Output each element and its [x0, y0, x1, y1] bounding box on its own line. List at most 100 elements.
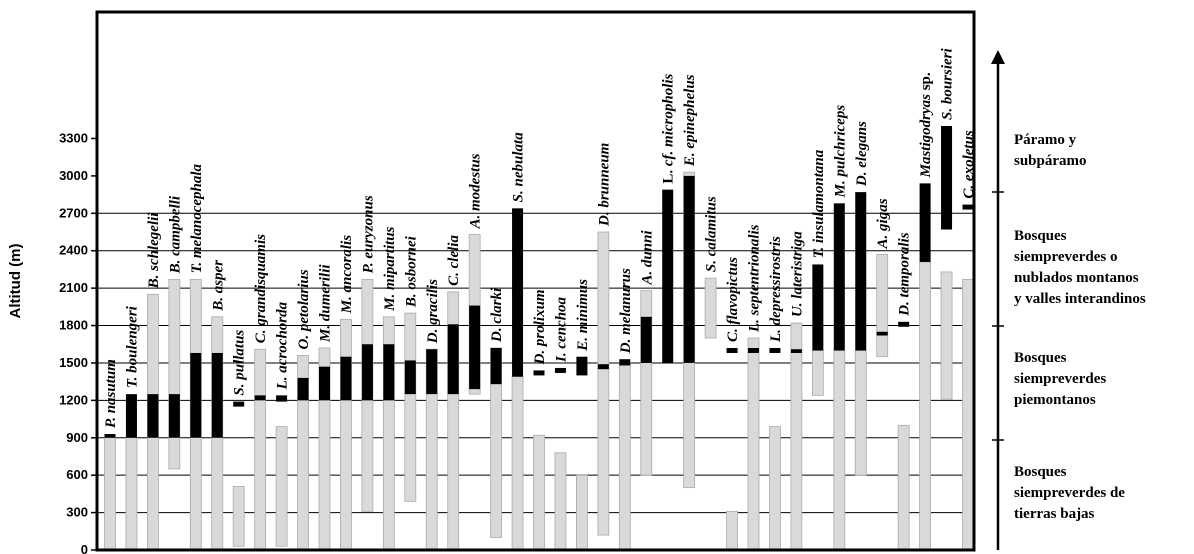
bar-black — [147, 394, 159, 438]
bar-grey — [104, 437, 116, 551]
species-label-name: C. grandisquamis — [253, 234, 269, 343]
bar-grey — [876, 254, 889, 358]
species-label-name: C. exoletus — [961, 130, 977, 198]
bar-grey — [576, 474, 588, 551]
bar-grey — [769, 426, 781, 551]
species-label: L. depressirostris — [768, 236, 784, 343]
species-label-name: T. insulamontana — [811, 149, 827, 258]
bar-black — [790, 349, 802, 353]
zone-label-line: siempreverdes — [1014, 371, 1106, 387]
y-axis-label: Altitud (m) — [7, 244, 24, 319]
species-label: B. osbornei — [403, 235, 419, 308]
bar-black — [769, 347, 781, 353]
bar-grey — [747, 337, 760, 551]
bar-grey — [533, 434, 545, 551]
species-label: M. mipartitus — [382, 226, 398, 311]
y-tick-label: 1200 — [59, 392, 88, 407]
species-label-name: D. gracilis — [425, 279, 441, 344]
species-label: D. melanurus — [618, 268, 634, 354]
species-label-name: M. mipartitus — [382, 226, 398, 311]
y-ticks: 0 300 600 900 1200 1500 1800 2100 2400 2700 3000 33… — [59, 130, 97, 554]
bars — [104, 126, 974, 551]
species-label: L. septentrionalis — [747, 224, 763, 333]
bar-black — [190, 352, 202, 438]
species-label: U. lateristriga — [789, 231, 805, 317]
species-label: S. pullatus — [232, 330, 248, 396]
species-label: S. calamitus — [704, 196, 720, 272]
species-label: T. melanocephala — [189, 163, 205, 273]
species-label-name: T. boulengeri — [124, 305, 140, 388]
bar-grey — [340, 318, 352, 551]
species-label: C. flavopictus — [725, 257, 741, 342]
species-label-name: S. calamitus — [704, 196, 720, 272]
species-label-name: cf. micropholis — [661, 73, 677, 166]
bar-grey — [618, 362, 631, 551]
bar-black — [876, 331, 888, 336]
y-tick-label: 900 — [66, 430, 88, 445]
y-tick-label: 2100 — [59, 280, 88, 295]
species-label-name: D. clarki — [489, 287, 505, 343]
species-label: L. acrochorda — [275, 301, 291, 390]
bar-black — [533, 370, 545, 376]
species-label-name: S. pullatus — [232, 330, 248, 396]
species-label: P. nasutum — [103, 359, 119, 428]
zone-label-line: Bosques — [1014, 350, 1067, 366]
bar-grey — [168, 279, 181, 470]
species-label-name: sp. — [918, 72, 934, 90]
species-label-name: E. epinephelus — [682, 74, 698, 167]
zone-label-line: tierras bajas — [1014, 506, 1095, 522]
species-label: I. cenchoa — [553, 296, 569, 362]
bar-black — [512, 208, 524, 377]
species-label-name: P. euryzonus — [360, 195, 376, 273]
species-label: E. minimus — [575, 279, 591, 352]
species-label: L. cf. micropholis — [661, 73, 677, 183]
species-label: C. grandisquamis — [253, 234, 269, 343]
bar-black — [490, 347, 502, 385]
bar-grey — [554, 452, 567, 551]
species-label: E. epinephelus — [682, 74, 698, 167]
bar-black — [833, 203, 845, 351]
bar-black — [554, 367, 566, 373]
bar-black — [233, 401, 245, 407]
species-label-name: O. petolarius — [296, 269, 312, 349]
species-label-name: M. dumerilii — [318, 264, 334, 343]
species-label-name: A. modestus — [468, 153, 484, 229]
bar-grey — [854, 350, 867, 476]
species-label-name: D. brunneum — [596, 143, 612, 227]
bar-black — [276, 395, 288, 402]
bar-grey — [790, 322, 803, 551]
bar-black — [962, 204, 974, 210]
bar-black — [726, 347, 738, 353]
y-tick-label: 1800 — [59, 318, 88, 333]
species-label: B. campbelli — [167, 195, 183, 274]
bar-grey — [232, 486, 245, 547]
species-label: S. boursieri — [940, 47, 956, 120]
bar-black — [254, 395, 266, 401]
bar-grey — [640, 290, 653, 476]
bar-grey — [125, 437, 138, 551]
y-tick-label: 2400 — [59, 243, 88, 258]
species-label-name: B. osbornei — [403, 235, 419, 308]
species-label: Mastigodryas sp. — [918, 72, 934, 178]
species-label-name: B. schlegelii — [146, 212, 162, 290]
bar-black — [919, 183, 931, 262]
bar-black — [662, 189, 674, 363]
bar-black — [597, 364, 609, 370]
bar-grey — [726, 510, 738, 551]
species-label-name: I. cenchoa — [553, 296, 569, 362]
bar-black — [383, 344, 395, 401]
y-tick-label: 2700 — [59, 205, 88, 220]
bar-black — [361, 344, 373, 401]
zone-arrow-head — [991, 50, 1005, 64]
species-label: D. elegans — [854, 121, 870, 187]
species-label: M. ancoralis — [339, 235, 355, 315]
zones: Páramo y subpáramo Bosques siempreverdes o n… — [991, 50, 1146, 550]
bar-black — [941, 126, 953, 230]
zone-label-line: siempreverdes o — [1014, 249, 1117, 265]
bar-grey — [940, 271, 953, 400]
zone-label-line: y valles interandinos — [1014, 291, 1146, 307]
bar-grey — [962, 279, 974, 551]
bar-black — [748, 347, 759, 353]
species-label: A. dunni — [639, 230, 655, 286]
